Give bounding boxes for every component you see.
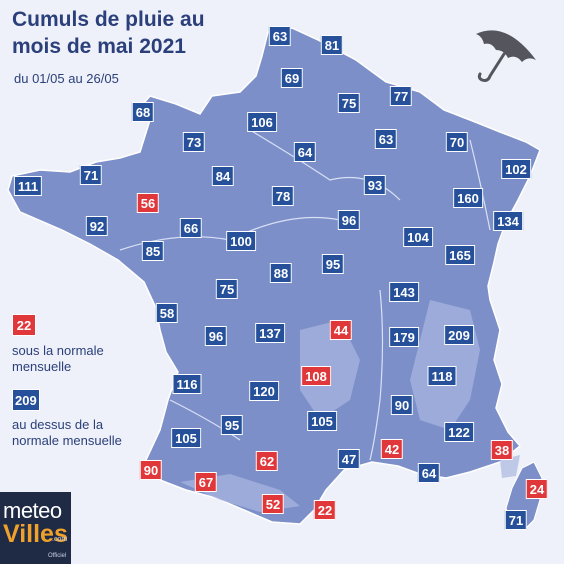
rain-badge: 143 — [389, 282, 419, 302]
rain-badge: 58 — [155, 303, 179, 323]
rain-badge: 111 — [13, 176, 43, 196]
legend-below-text: sous la normale mensuelle — [12, 343, 104, 375]
rain-badge: 165 — [445, 245, 475, 265]
map-title-line2: mois de mai 2021 — [12, 35, 186, 58]
map-subtitle: du 01/05 au 26/05 — [14, 71, 119, 86]
rain-badge: 93 — [363, 175, 387, 195]
rain-badge: 66 — [179, 218, 203, 238]
logo-line1: meteo — [3, 498, 62, 523]
rain-badge: 62 — [255, 451, 279, 471]
rain-badge: 105 — [307, 411, 337, 431]
rain-badge: 73 — [182, 132, 206, 152]
rain-badge: 56 — [136, 193, 160, 213]
meteovilles-logo[interactable]: meteo Villes .com Officiel — [0, 492, 71, 564]
rain-badge: 64 — [417, 463, 441, 483]
rain-badge: 69 — [280, 68, 304, 88]
rain-badge: 106 — [247, 112, 277, 132]
rain-badge: 67 — [194, 472, 218, 492]
rain-badge: 47 — [337, 449, 361, 469]
rain-badge: 105 — [171, 428, 201, 448]
rain-badge: 78 — [271, 186, 295, 206]
rain-badge: 95 — [321, 254, 345, 274]
logo-line2: Villes — [3, 520, 68, 548]
map-title: Cumuls de pluie au mois de mai 2021 — [12, 6, 205, 60]
rain-badge: 63 — [268, 26, 292, 46]
legend-above-badge: 209 — [12, 389, 40, 411]
legend-below-badge: 22 — [12, 314, 36, 336]
rain-badge: 42 — [380, 439, 404, 459]
rain-badge: 44 — [329, 320, 353, 340]
rain-badge: 38 — [490, 440, 514, 460]
rain-badge: 85 — [141, 241, 165, 261]
legend-above-line2: normale mensuelle — [12, 433, 122, 448]
rain-badge: 68 — [131, 102, 155, 122]
legend-above-text: au dessus de la normale mensuelle — [12, 417, 122, 449]
rain-badge: 160 — [453, 188, 483, 208]
rain-badge: 108 — [301, 366, 331, 386]
rain-badge: 122 — [444, 422, 474, 442]
rain-badge: 209 — [444, 325, 474, 345]
rain-badge: 88 — [269, 263, 293, 283]
rain-badge: 118 — [427, 366, 457, 386]
rain-badge: 120 — [249, 381, 279, 401]
rain-badge: 63 — [374, 129, 398, 149]
rain-badge: 96 — [337, 210, 361, 230]
legend-below-line2: mensuelle — [12, 359, 72, 374]
umbrella-icon — [476, 30, 536, 82]
rain-badge: 75 — [337, 93, 361, 113]
rain-badge: 75 — [215, 279, 239, 299]
rain-badge: 100 — [226, 231, 256, 251]
rain-badge: 90 — [390, 395, 414, 415]
rain-badge: 96 — [204, 326, 228, 346]
rain-badge: 52 — [261, 494, 285, 514]
legend-below-line1: sous la normale — [12, 343, 104, 358]
rain-badge: 90 — [139, 460, 163, 480]
rain-badge: 179 — [389, 327, 419, 347]
rain-badge: 137 — [255, 323, 285, 343]
rain-badge: 22 — [313, 500, 337, 520]
rain-badge: 134 — [493, 211, 523, 231]
rain-badge: 104 — [403, 227, 433, 247]
rain-badge: 71 — [79, 165, 103, 185]
rain-badge: 95 — [220, 415, 244, 435]
rain-badge: 92 — [85, 216, 109, 236]
logo-suffix: .com — [52, 536, 68, 543]
rain-badge: 81 — [320, 35, 344, 55]
rain-badge: 71 — [504, 510, 528, 530]
rain-badge: 84 — [211, 166, 235, 186]
rain-badge: 64 — [293, 142, 317, 162]
rain-badge: 116 — [172, 374, 202, 394]
legend-above-line1: au dessus de la — [12, 417, 104, 432]
rain-badge: 70 — [445, 132, 469, 152]
logo-tagline: Officiel — [48, 553, 67, 559]
rain-badge: 24 — [525, 479, 549, 499]
rain-badge: 77 — [389, 86, 413, 106]
map-title-line1: Cumuls de pluie au — [12, 8, 205, 31]
rain-badge: 102 — [501, 159, 531, 179]
